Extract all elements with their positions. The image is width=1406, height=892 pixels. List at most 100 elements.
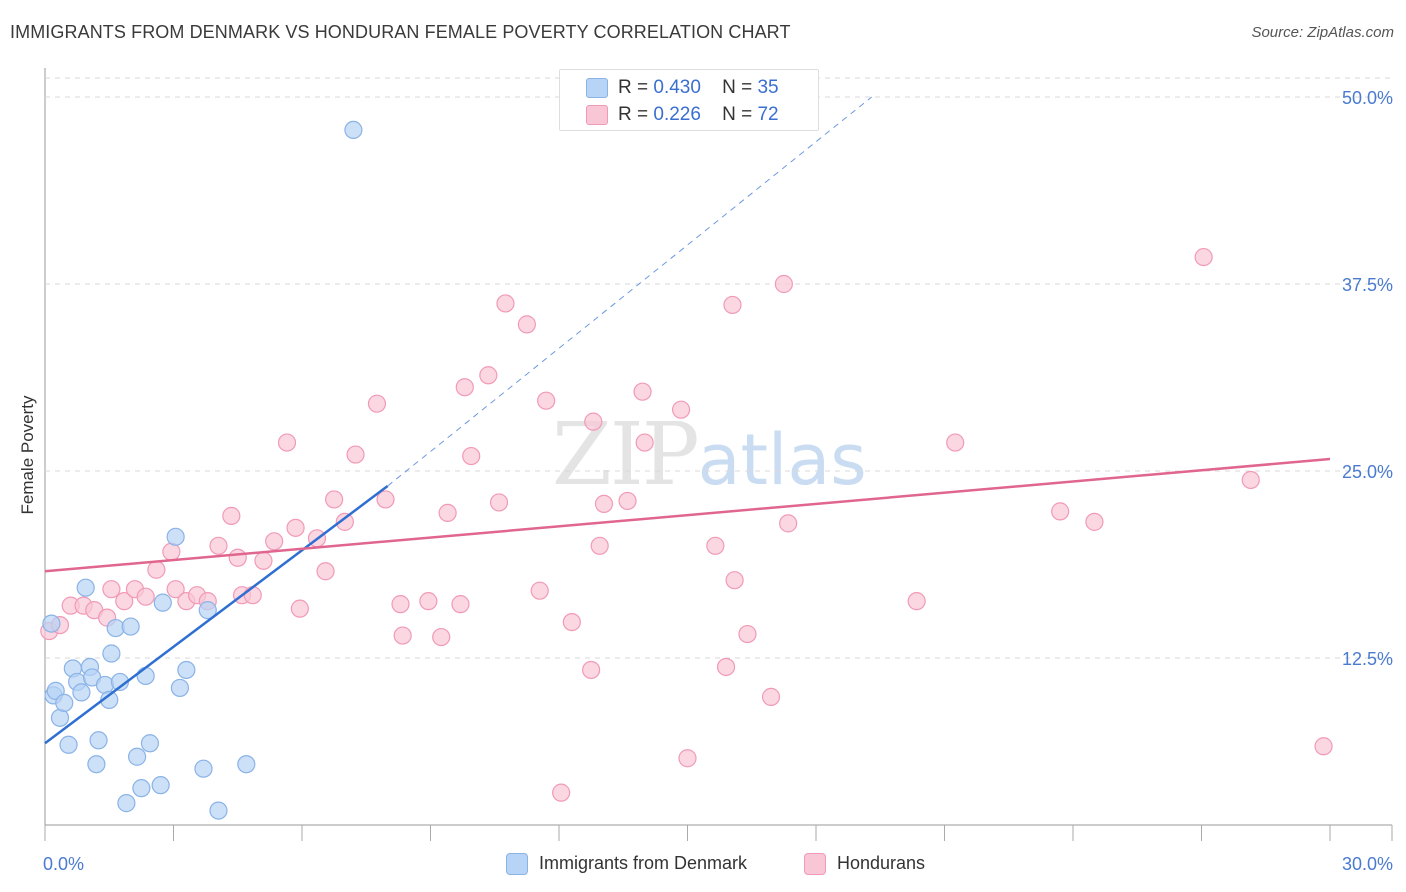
r-value: 0.430 xyxy=(653,77,701,98)
honduran-point xyxy=(265,532,284,551)
pink-swatch-icon xyxy=(804,853,826,875)
denmark-point xyxy=(198,601,217,620)
blue-swatch-icon xyxy=(506,853,528,875)
honduran-point xyxy=(774,274,793,294)
honduran-point xyxy=(432,627,451,647)
honduran-point xyxy=(455,378,474,397)
honduran-point xyxy=(243,586,262,605)
stats-box: R = 0.430 N = 35 R = 0.226 N = 72 xyxy=(559,69,819,131)
n-label: N = xyxy=(722,77,753,98)
honduran-point xyxy=(1085,512,1104,531)
denmark-point xyxy=(177,660,196,680)
honduran-point xyxy=(462,446,481,466)
honduran-point xyxy=(479,366,498,385)
honduran-point xyxy=(552,783,571,802)
y-tick-label: 37.5% xyxy=(1342,275,1393,295)
honduran-point xyxy=(376,490,395,509)
denmark-point xyxy=(209,801,228,820)
honduran-point xyxy=(618,491,637,511)
honduran-point xyxy=(517,315,536,334)
blue-swatch-icon xyxy=(586,78,608,98)
denmark-point xyxy=(166,527,185,546)
honduran-point xyxy=(438,503,457,522)
watermark-atlas: atlas xyxy=(697,419,867,501)
denmark-point xyxy=(106,618,125,638)
honduran-point xyxy=(209,536,228,555)
honduran-point xyxy=(346,445,365,464)
honduran-point xyxy=(716,657,736,677)
denmark-point xyxy=(117,794,136,813)
honduran-point xyxy=(316,562,335,581)
honduran-point xyxy=(530,581,549,600)
y-tick-label: 25.0% xyxy=(1342,462,1393,482)
denmark-point xyxy=(42,614,61,633)
honduran-point xyxy=(162,542,181,561)
honduran-point xyxy=(907,592,926,611)
denmark-point xyxy=(344,120,363,140)
honduran-point xyxy=(1314,737,1333,756)
honduran-point xyxy=(562,612,581,632)
denmark-point xyxy=(170,678,190,698)
honduran-point xyxy=(419,592,438,611)
honduran-point xyxy=(277,433,297,452)
honduran-point xyxy=(706,536,725,555)
denmark-point xyxy=(95,675,115,695)
honduran-point xyxy=(633,382,652,401)
r-label: R = xyxy=(618,77,649,98)
honduran-point xyxy=(738,624,757,644)
x-tick-label: 30.0% xyxy=(1342,854,1393,874)
honduran-point xyxy=(228,548,247,567)
honduran-point xyxy=(166,580,185,599)
honduran-point xyxy=(779,514,798,533)
denmark-point xyxy=(59,735,78,754)
denmark-trend-line xyxy=(44,484,389,745)
honduran-point xyxy=(290,599,309,618)
honduran-point xyxy=(325,490,344,509)
y-axis-label: Female Poverty xyxy=(18,395,37,515)
denmark-point xyxy=(55,693,74,712)
honduran-point xyxy=(391,595,410,614)
chart-title: IMMIGRANTS FROM DENMARK VS HONDURAN FEMA… xyxy=(10,22,791,42)
honduran-point xyxy=(582,660,601,680)
denmark-point xyxy=(132,779,151,798)
n-value: 72 xyxy=(757,104,779,125)
honduran-point xyxy=(594,494,614,514)
x-tick-label: 0.0% xyxy=(43,854,84,874)
honduran-point xyxy=(147,560,166,579)
honduran-trend-line xyxy=(44,457,1331,573)
y-tick-label: 50.0% xyxy=(1342,88,1393,108)
pink-swatch-icon xyxy=(586,105,608,125)
y-tick-label: 12.5% xyxy=(1342,649,1393,669)
honduran-point xyxy=(222,506,241,525)
honduran-point xyxy=(1194,247,1213,267)
honduran-point xyxy=(590,536,609,555)
denmark-point xyxy=(102,644,121,663)
honduran-point xyxy=(286,518,305,537)
honduran-point xyxy=(723,295,742,315)
honduran-point xyxy=(367,394,387,413)
honduran-point xyxy=(584,412,603,431)
honduran-point xyxy=(393,626,412,645)
denmark-point xyxy=(87,755,106,774)
denmark-point xyxy=(151,776,170,795)
legend-label: Hondurans xyxy=(837,853,926,873)
honduran-point xyxy=(489,493,509,512)
denmark-point xyxy=(89,731,108,750)
denmark-point xyxy=(127,747,147,766)
n-label: N = xyxy=(722,104,753,125)
r-label: R = xyxy=(618,104,649,125)
r-value: 0.226 xyxy=(653,104,701,125)
watermark-zip: ZIP xyxy=(552,405,700,505)
denmark-point xyxy=(76,578,95,597)
honduran-point xyxy=(115,592,134,611)
denmark-point xyxy=(237,755,256,774)
denmark-point xyxy=(50,708,70,727)
honduran-point xyxy=(451,595,470,614)
honduran-point xyxy=(678,749,697,768)
honduran-point xyxy=(1051,502,1070,521)
denmark-point xyxy=(72,683,91,702)
honduran-point xyxy=(761,687,781,706)
honduran-point xyxy=(725,571,744,590)
honduran-point xyxy=(335,512,354,531)
